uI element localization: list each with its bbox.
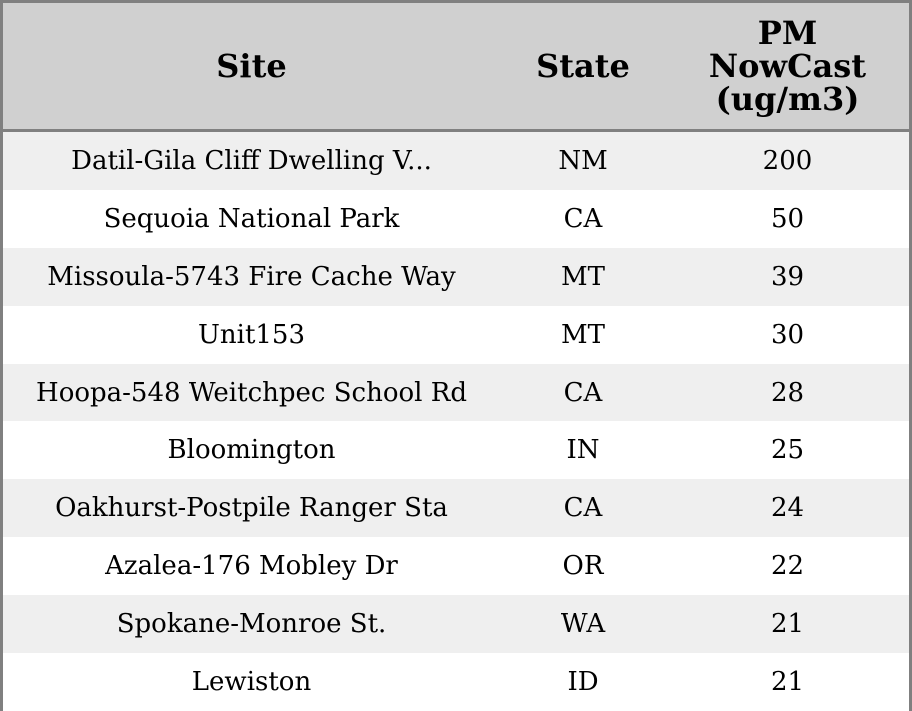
cell-pm: 25 xyxy=(770,435,805,466)
column-header-site: Site xyxy=(216,46,287,85)
cell-pm: 21 xyxy=(770,666,805,697)
cell-site: Sequoia National Park xyxy=(103,203,400,234)
cell-site: Bloomington xyxy=(167,435,336,466)
table-body: Datil-Gila Cliff Dwelling V... NM 200 Sequo… xyxy=(3,132,909,711)
table-row: Oakhurst-Postpile Ranger Sta CA 24 xyxy=(3,479,909,538)
column-header-pm: PM NowCast (ug/m3) xyxy=(708,13,867,118)
cell-state: CA xyxy=(563,203,603,234)
cell-site: Datil-Gila Cliff Dwelling V... xyxy=(71,145,432,176)
table-header: Site State PM NowCast (ug/m3) xyxy=(3,3,909,132)
cell-pm: 50 xyxy=(770,203,805,234)
cell-pm: 24 xyxy=(770,493,805,524)
cell-site: Azalea-176 Mobley Dr xyxy=(105,551,398,582)
cell-state: CA xyxy=(563,377,603,408)
cell-state: WA xyxy=(560,609,606,640)
table-row: Unit153 MT 30 xyxy=(3,305,909,364)
cell-site: Spokane-Monroe St. xyxy=(116,609,387,640)
cell-site: Lewiston xyxy=(191,666,312,697)
cell-pm: 28 xyxy=(770,377,805,408)
cell-state: MT xyxy=(561,261,605,292)
table-row: Lewiston ID 21 xyxy=(3,653,909,711)
cell-pm: 22 xyxy=(770,551,805,582)
cell-pm: 30 xyxy=(770,319,805,350)
table-row: Datil-Gila Cliff Dwelling V... NM 200 xyxy=(3,132,909,190)
table-row: Azalea-176 Mobley Dr OR 22 xyxy=(3,537,909,596)
cell-state: NM xyxy=(558,145,608,176)
table-row: Missoula-5743 Fire Cache Way MT 39 xyxy=(3,247,909,306)
cell-site: Oakhurst-Postpile Ranger Sta xyxy=(55,493,448,524)
cell-pm: 21 xyxy=(770,609,805,640)
cell-state: IN xyxy=(566,435,600,466)
table-row: Spokane-Monroe St. WA 21 xyxy=(3,595,909,654)
table-row: Bloomington IN 25 xyxy=(3,421,909,480)
cell-site: Hoopa-548 Weitchpec School Rd xyxy=(36,377,467,408)
cell-state: OR xyxy=(562,551,604,582)
cell-state: MT xyxy=(561,319,605,350)
cell-site: Missoula-5743 Fire Cache Way xyxy=(47,261,456,292)
cell-state: CA xyxy=(563,493,603,524)
cell-pm: 200 xyxy=(762,145,813,176)
cell-state: ID xyxy=(567,666,599,697)
table-row: Sequoia National Park CA 50 xyxy=(3,189,909,248)
table-row: Hoopa-548 Weitchpec School Rd CA 28 xyxy=(3,363,909,422)
cell-site: Unit153 xyxy=(197,319,306,350)
cell-pm: 39 xyxy=(770,261,805,292)
column-header-state: State xyxy=(536,46,630,85)
